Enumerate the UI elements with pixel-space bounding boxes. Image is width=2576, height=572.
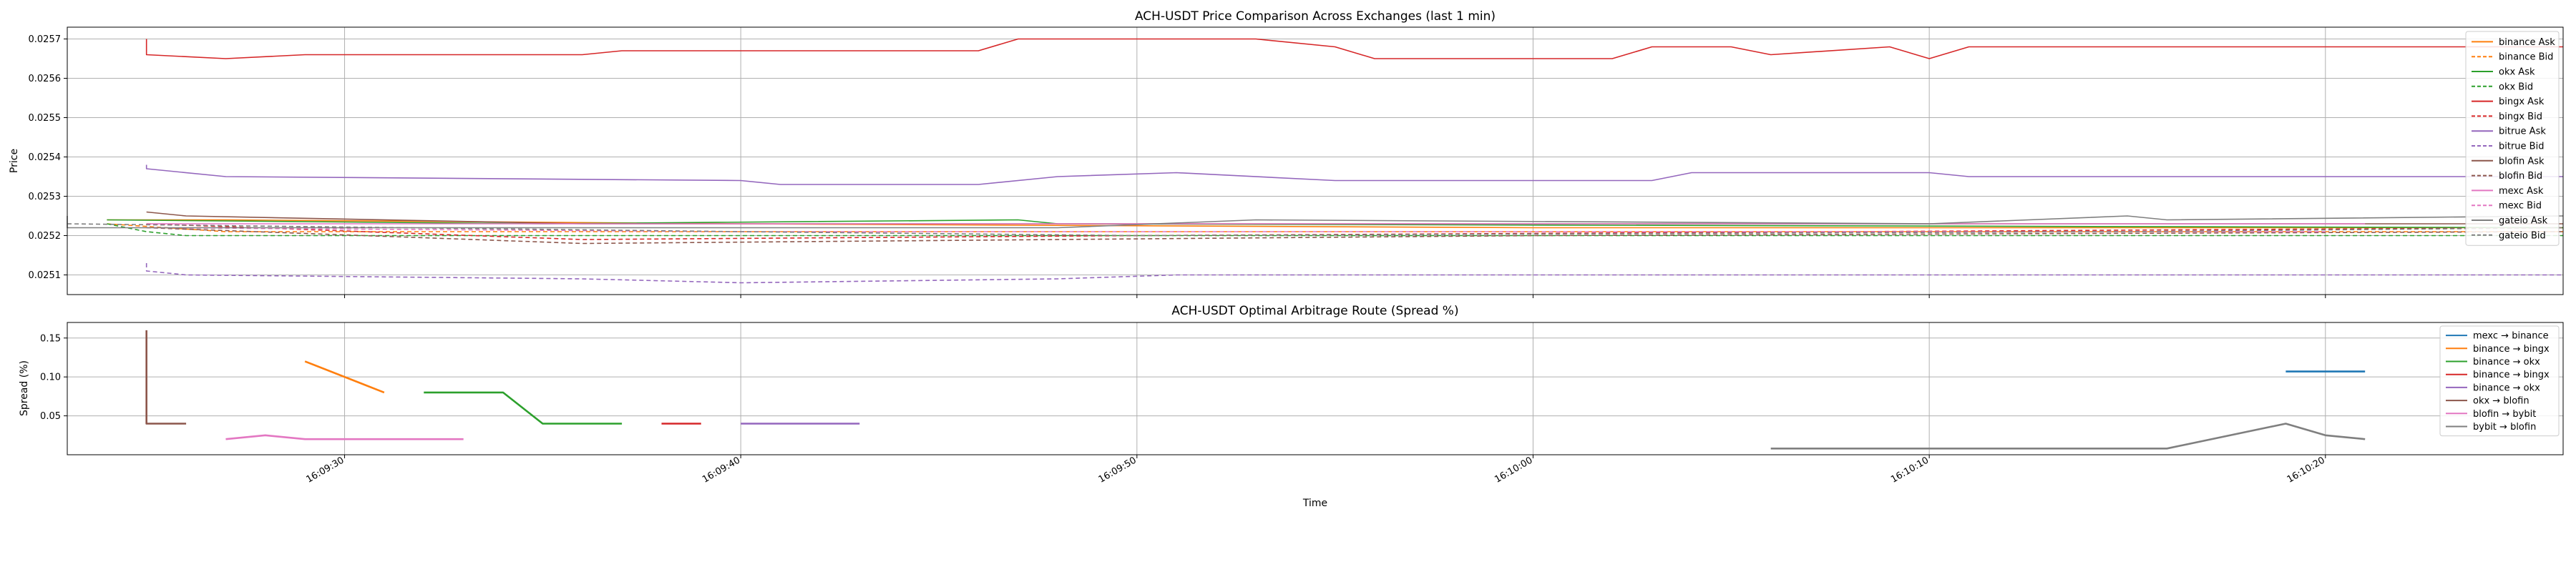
legend-label: okx → blofin bbox=[2473, 396, 2529, 407]
y-tick-label: 0.0257 bbox=[29, 34, 62, 45]
series-line-bingx-ask bbox=[145, 38, 2563, 59]
series-line-gateio-ask bbox=[67, 215, 2564, 229]
series-line-okx-to-blofin bbox=[145, 330, 187, 425]
legend-label: gateio Ask bbox=[2499, 216, 2548, 227]
series-line-bybit-to-blofin bbox=[1770, 423, 2366, 450]
y-tick-label: 0.0254 bbox=[29, 152, 62, 163]
spread-chart-y-ticks: 0.05 0.10 0.15 bbox=[40, 333, 67, 422]
legend-label: binance → bingx bbox=[2473, 370, 2550, 380]
legend-label: binance Bid bbox=[2499, 52, 2553, 63]
legend-box bbox=[2465, 31, 2560, 246]
legend-label: bingx Bid bbox=[2499, 112, 2542, 122]
legend-label: blofin → bybit bbox=[2473, 409, 2536, 420]
price-chart-lines bbox=[67, 38, 2564, 284]
legend-label: bitrue Bid bbox=[2499, 142, 2544, 152]
price-chart: ACH-USDT Price Comparison Across Exchang… bbox=[9, 9, 2564, 298]
legend-box bbox=[2439, 325, 2560, 437]
legend-label: mexc Bid bbox=[2499, 201, 2542, 212]
price-chart-title: ACH-USDT Price Comparison Across Exchang… bbox=[1135, 9, 1496, 24]
spread-chart-lines bbox=[145, 330, 2366, 450]
legend-label: blofin Ask bbox=[2499, 156, 2545, 167]
legend-label: bitrue Ask bbox=[2499, 127, 2546, 137]
price-chart-legend: binance Ask binance Bid okx Ask okx Bid bing… bbox=[2465, 31, 2560, 246]
y-tick-label: 0.0251 bbox=[29, 270, 62, 281]
y-tick-label: 0.0252 bbox=[29, 231, 62, 242]
price-chart-y-label: Price bbox=[9, 149, 20, 173]
legend-label: mexc Ask bbox=[2499, 186, 2544, 197]
y-tick-label: 0.0256 bbox=[29, 74, 62, 84]
series-line-bitrue-bid bbox=[145, 263, 2563, 284]
legend-label: binance → okx bbox=[2473, 357, 2540, 368]
spread-chart: ACH-USDT Optimal Arbitrage Route (Spread… bbox=[19, 304, 2564, 458]
spread-chart-y-label: Spread (%) bbox=[19, 360, 30, 416]
x-axis-label: Time bbox=[1302, 498, 1327, 509]
series-line-blofin-to-bybit bbox=[225, 434, 464, 440]
spread-chart-title: ACH-USDT Optimal Arbitrage Route (Spread… bbox=[1171, 304, 1458, 318]
spread-chart-frame bbox=[67, 322, 2564, 455]
series-line-binance-to-okx bbox=[424, 391, 623, 425]
y-tick-label: 0.10 bbox=[40, 373, 61, 383]
legend-label: bybit → blofin bbox=[2473, 422, 2536, 433]
y-tick-label: 0.05 bbox=[40, 411, 61, 422]
y-tick-label: 0.0253 bbox=[29, 192, 62, 202]
legend-label: bingx Ask bbox=[2499, 97, 2545, 107]
legend-label: okx Ask bbox=[2499, 67, 2535, 78]
legend-label: binance → okx bbox=[2473, 383, 2540, 393]
series-line-blofin-bid bbox=[146, 227, 2564, 245]
spread-chart-legend: mexc → binance binance → bingx binance → o… bbox=[2439, 325, 2560, 437]
series-line-okx-ask bbox=[107, 219, 2564, 229]
spread-chart-grid bbox=[67, 322, 2563, 458]
y-tick-label: 0.15 bbox=[40, 333, 61, 344]
y-tick-label: 0.0255 bbox=[29, 113, 62, 124]
legend-label: gateio Bid bbox=[2499, 230, 2546, 241]
series-line-okx-bid bbox=[107, 223, 2563, 237]
legend-label: okx Bid bbox=[2499, 82, 2533, 92]
series-line-bitrue-ask bbox=[145, 164, 2563, 185]
price-chart-frame bbox=[67, 26, 2564, 295]
legend-label: binance → bingx bbox=[2473, 344, 2550, 355]
series-line-gateio-bid bbox=[67, 223, 2564, 237]
legend-label: mexc → binance bbox=[2473, 331, 2549, 342]
series-line-binance-to-bingx bbox=[304, 360, 385, 394]
legend-label: binance Ask bbox=[2499, 37, 2555, 48]
legend-label: blofin Bid bbox=[2499, 171, 2542, 182]
price-chart-y-ticks: 0.0251 0.0252 0.0253 0.0254 0.0255 0.0256 0.02… bbox=[29, 34, 67, 281]
